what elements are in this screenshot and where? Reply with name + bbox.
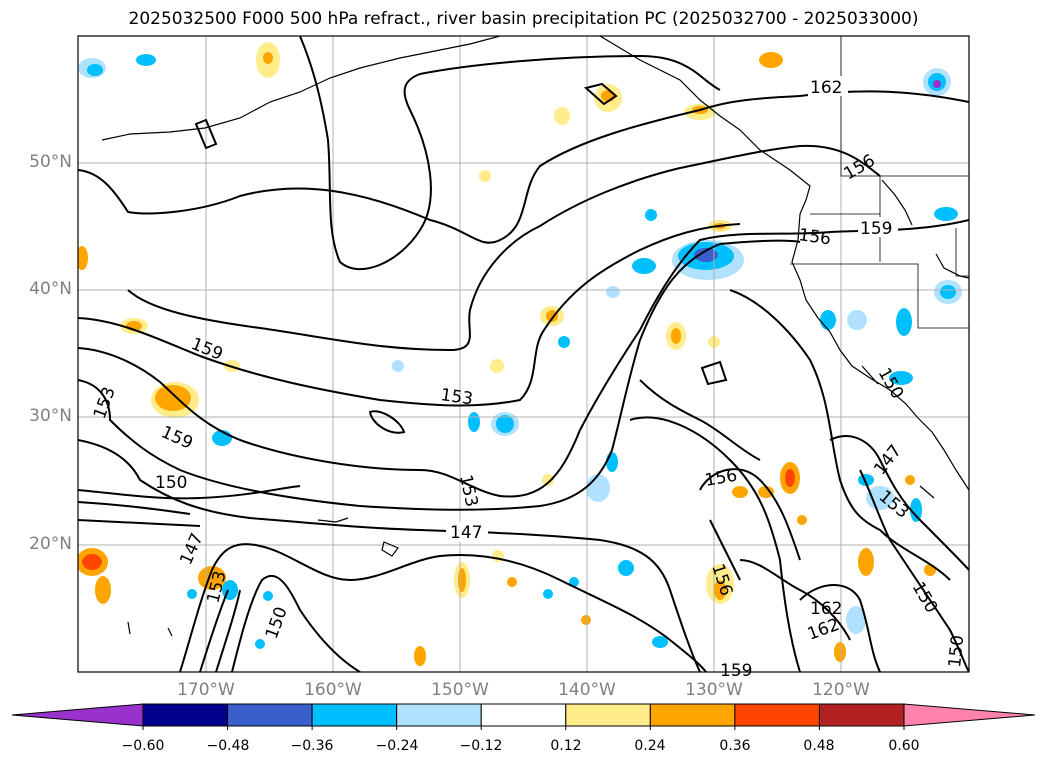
contour-label: 153 xyxy=(439,385,474,409)
colorbar-segment xyxy=(311,703,398,727)
colorbar-tick-label: 0.60 xyxy=(888,738,920,754)
lon-label: 160°W xyxy=(304,680,362,700)
colorbar-segment xyxy=(734,703,820,727)
colorbar-segment xyxy=(565,703,651,727)
colorbar-tick-label: −0.36 xyxy=(290,738,334,754)
precip-shading xyxy=(78,42,962,666)
colorbar-tick-label: −0.60 xyxy=(121,738,165,754)
colorbar xyxy=(11,703,1036,730)
contour-label: 159 xyxy=(860,219,892,239)
plot-frame xyxy=(77,35,970,673)
contour-label: 159 xyxy=(720,661,752,681)
colorbar-tick-label: −0.12 xyxy=(459,738,503,754)
map-title: 2025032500 F000 500 hPa refract., river … xyxy=(128,9,919,29)
contour-label: 147 xyxy=(450,523,482,543)
lon-label: 120°W xyxy=(812,680,870,700)
colorbar-extend-max xyxy=(903,703,1036,727)
coastlines xyxy=(101,36,969,637)
colorbar-segment xyxy=(818,703,905,727)
colorbar-tick-label: 0.36 xyxy=(719,738,751,754)
contour-label: 162 xyxy=(810,599,842,619)
colorbar-tick-label: 0.48 xyxy=(803,738,835,754)
colorbar-tick-label: 0.24 xyxy=(634,738,666,754)
colorbar-tick-label: −0.24 xyxy=(375,738,419,754)
refractivity-contours xyxy=(78,36,969,672)
contour-label: 156 xyxy=(797,225,832,249)
lon-label: 170°W xyxy=(177,680,235,700)
colorbar-segment xyxy=(142,703,229,727)
lat-label: 20°N xyxy=(29,534,72,554)
lon-label: 150°W xyxy=(431,680,489,700)
colorbar-tick-label: 0.12 xyxy=(550,738,582,754)
colorbar-segment xyxy=(649,703,736,727)
colorbar-tick-label: −0.48 xyxy=(206,738,250,754)
lon-label: 140°W xyxy=(558,680,616,700)
colorbar-segment xyxy=(480,703,567,727)
colorbar-segment xyxy=(396,703,482,727)
contour-label: 150 xyxy=(945,634,968,668)
lat-label: 50°N xyxy=(29,152,72,172)
lat-label: 30°N xyxy=(29,406,72,426)
lat-label: 40°N xyxy=(29,279,72,299)
colorbar-segment xyxy=(227,703,313,727)
colorbar-extend-min xyxy=(11,703,144,727)
lon-label: 130°W xyxy=(685,680,743,700)
contour-label: 150 xyxy=(155,473,187,493)
contour-label: 162 xyxy=(810,78,842,98)
